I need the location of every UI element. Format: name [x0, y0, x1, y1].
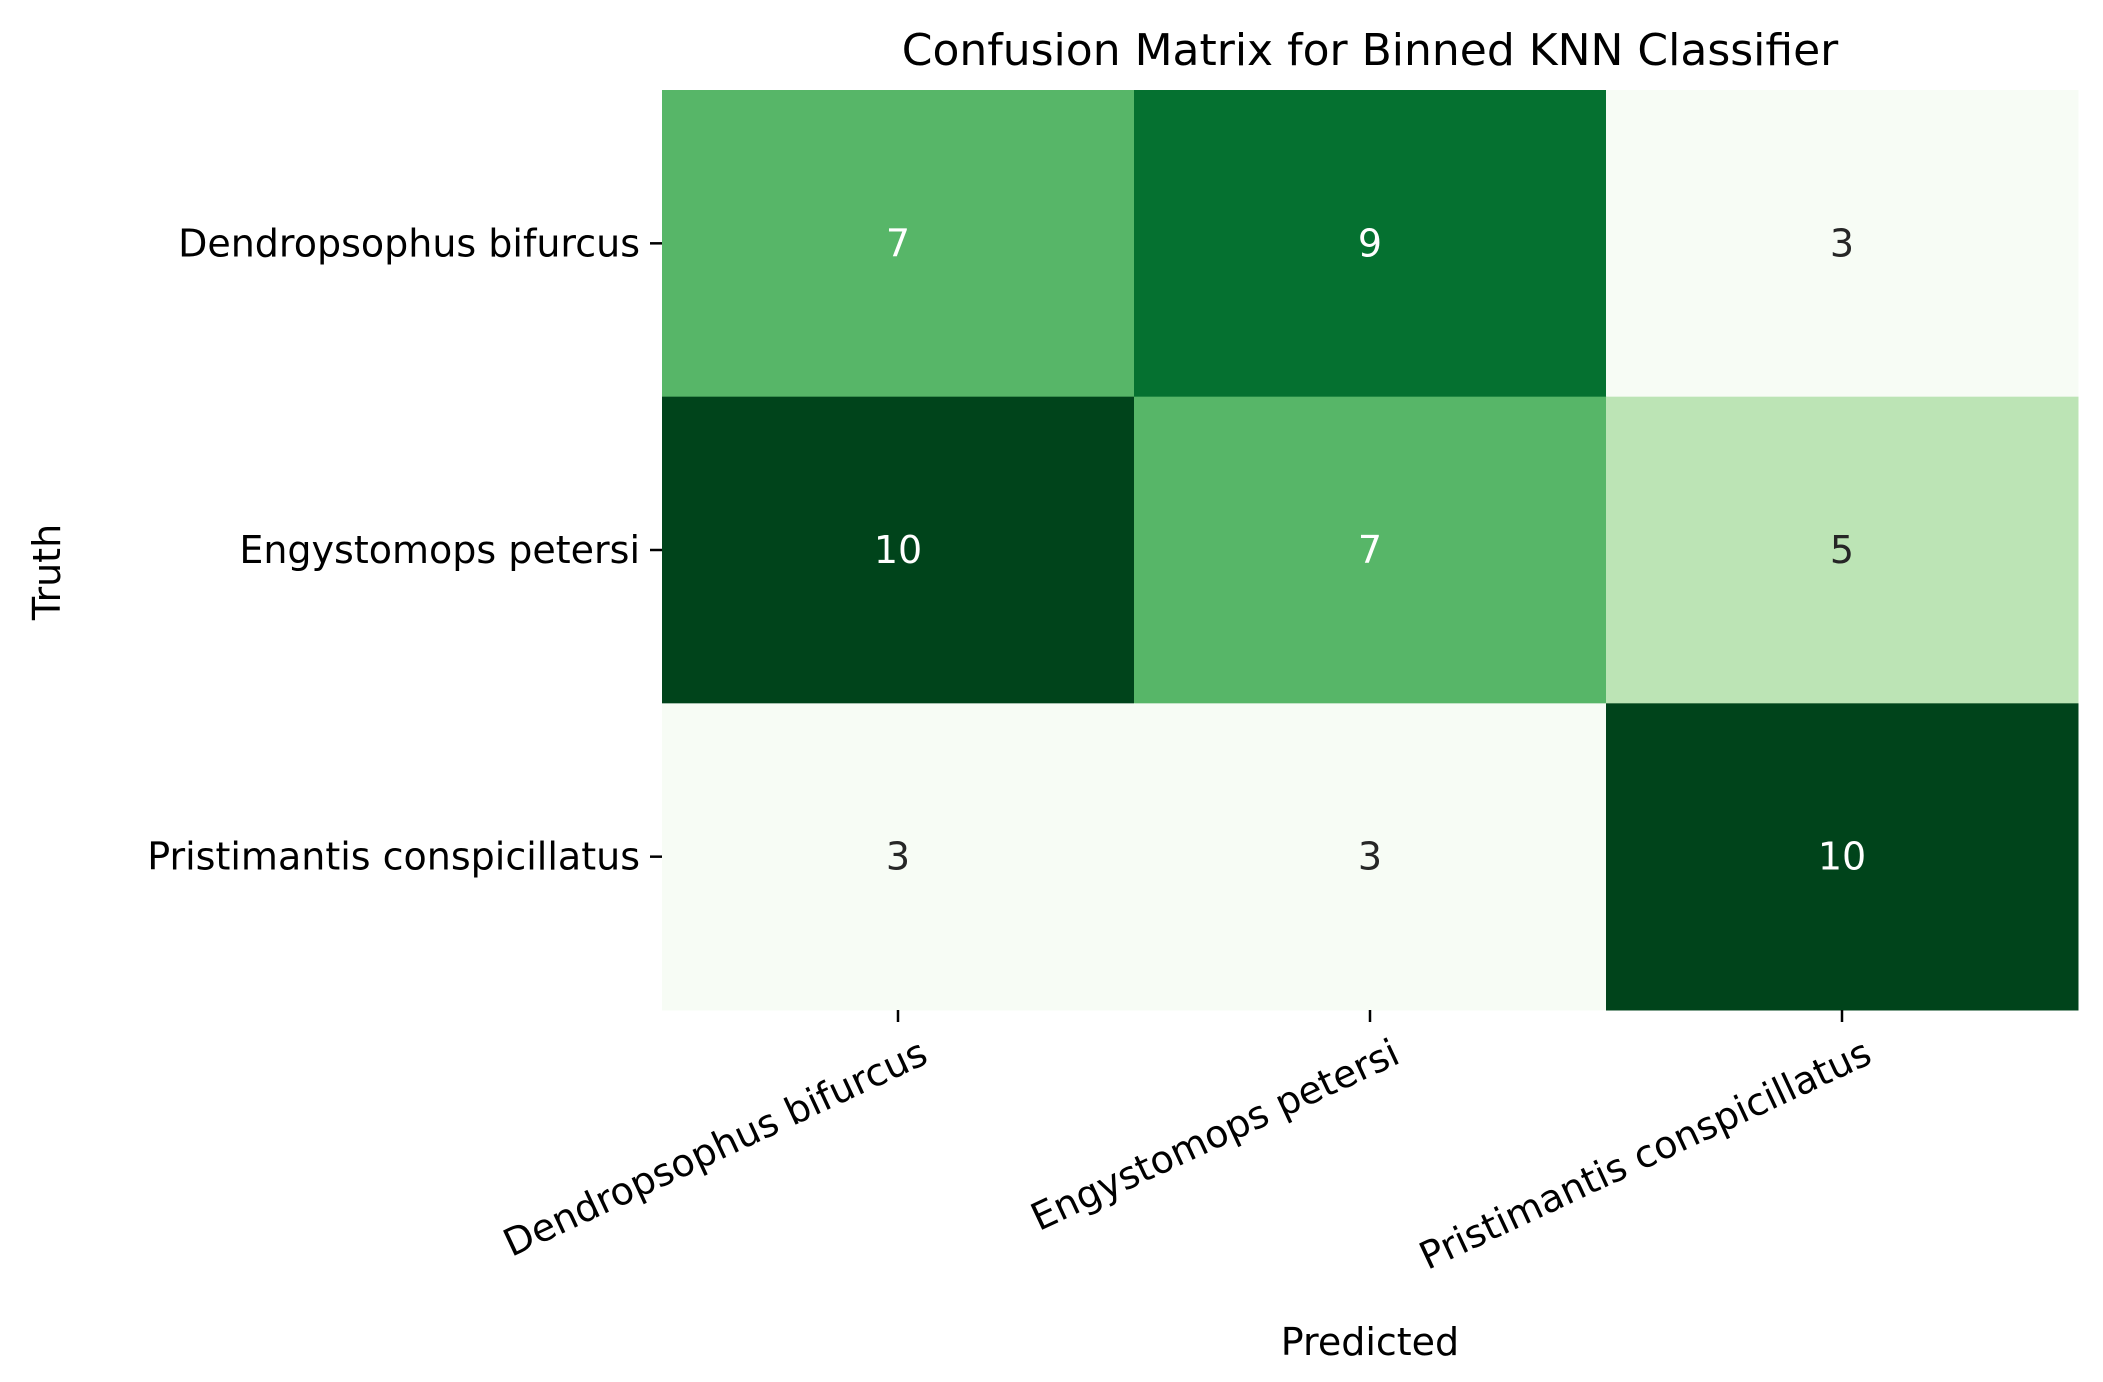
cell-value-label: 10 — [874, 528, 922, 572]
cell-value-label: 3 — [1830, 221, 1854, 265]
heatmap-cell-labels: 7 9 3 10 7 5 3 3 10 — [874, 221, 1866, 878]
x-axis-label: Predicted — [1281, 1320, 1459, 1364]
heatmap-cell — [1134, 396, 1607, 704]
cell-value-label: 5 — [1830, 528, 1854, 572]
y-tick-label: Engystomops petersi — [239, 528, 640, 572]
y-axis-ticks: Dendropsophus bifurcus Engystomops peters… — [147, 221, 662, 879]
heatmap-cell — [1134, 703, 1607, 1011]
heatmap-cell — [662, 396, 1135, 704]
heatmap-cell — [1606, 90, 2079, 398]
heatmap-cells — [662, 90, 2079, 1011]
chart-title: Confusion Matrix for Binned KNN Classifi… — [902, 25, 1839, 76]
heatmap-cell — [1134, 90, 1607, 398]
y-axis-label: Truth — [25, 524, 69, 621]
cell-value-label: 9 — [1358, 221, 1382, 265]
heatmap-cell — [1606, 703, 2079, 1011]
cell-value-label: 3 — [1358, 835, 1382, 879]
cell-value-label: 10 — [1818, 835, 1866, 879]
cell-value-label: 7 — [1358, 528, 1382, 572]
heatmap-cell — [1606, 396, 2079, 704]
cell-value-label: 3 — [886, 835, 910, 879]
cell-value-label: 7 — [886, 221, 910, 265]
y-tick-label: Pristimantis conspicillatus — [147, 835, 640, 879]
heatmap-cell — [662, 90, 1135, 398]
heatmap-cell — [662, 703, 1135, 1011]
y-tick-label: Dendropsophus bifurcus — [178, 221, 640, 265]
